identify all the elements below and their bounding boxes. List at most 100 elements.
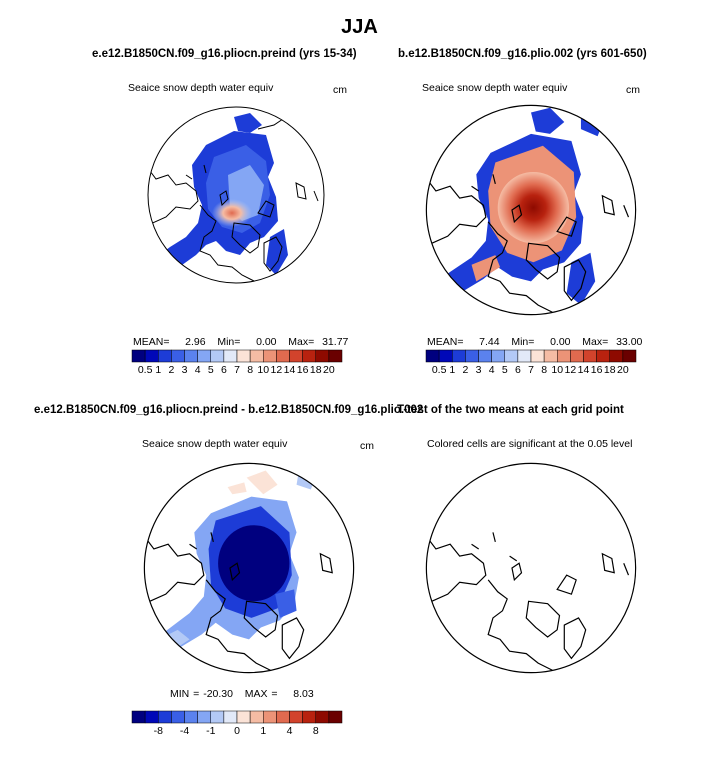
colorbar-box <box>425 349 440 363</box>
colorbar-tick-label: 1 <box>260 725 267 737</box>
colorbar-tick-label: -1 <box>206 725 216 737</box>
min-label-preind: Min= <box>217 336 241 348</box>
colorbar-box <box>249 349 264 363</box>
colorbar-tick-label: 4 <box>194 364 201 376</box>
colorbar-box <box>276 349 290 363</box>
panel-title-diff: e.e12.B1850CN.f09_g16.pliocn.preind - b.… <box>34 404 424 416</box>
max-value-plio: 33.00 <box>616 336 643 348</box>
colorbar-tick-label: -4 <box>179 725 190 737</box>
panel-title-ttest: T-test of the two means at each grid poi… <box>397 404 624 416</box>
colorbar-tick-label: 7 <box>234 364 240 376</box>
colorbar-box <box>249 710 264 724</box>
coastlines-preind <box>148 116 319 282</box>
colorbar-tick-label: 3 <box>181 364 188 376</box>
colorbar-tick-label: 0.5 <box>137 364 153 376</box>
colorbar-box <box>465 349 479 363</box>
colorbar-tick-label: 0.5 <box>431 364 447 376</box>
colorbar-box <box>144 710 159 724</box>
colorbar-box <box>223 349 238 363</box>
colorbar-box <box>131 710 146 724</box>
max-label-plio: Max= <box>582 336 609 348</box>
stats-diff: MIN = -20.30 MAX = 8.03 <box>170 688 314 700</box>
colorbar-preind <box>131 349 343 363</box>
colorbar-tick-label: 16 <box>590 364 603 376</box>
colorbar-box <box>210 710 225 724</box>
min-value-plio: 0.00 <box>550 336 571 348</box>
units-label-diff: cm <box>360 440 374 452</box>
colorbar-tick-label: 18 <box>309 364 322 376</box>
mean-label-plio: MEAN= <box>427 336 464 348</box>
max-label-diff: MAX = <box>244 688 278 700</box>
colorbar-box <box>236 710 251 724</box>
colorbar-box <box>197 349 211 363</box>
coastlines-plio <box>426 174 630 313</box>
colorbar-tick-label: 4 <box>488 364 495 376</box>
colorbar-diff <box>131 710 343 724</box>
colorbar-tick-label: 18 <box>603 364 616 376</box>
colorbar-ticks-plio: 0.5 1 2 3 4 5 6 7 8 10 12 14 16 18 20 <box>426 364 636 378</box>
colorbar-box <box>543 349 558 363</box>
colorbar-box <box>158 710 172 724</box>
colorbar-tick-label: 1 <box>449 364 456 376</box>
colorbar-tick-label: 12 <box>564 364 577 376</box>
stats-plio: MEAN= 7.44 Min= 0.00 Max= 33.00 <box>427 336 642 348</box>
colorbar-box <box>158 349 172 363</box>
panel-title-preind: e.e12.B1850CN.f09_g16.pliocn.preind (yrs… <box>92 48 357 60</box>
colorbar-box <box>263 710 277 724</box>
min-label-plio: Min= <box>511 336 535 348</box>
colorbar-tick-label: 8 <box>312 725 319 737</box>
colorbar-tick-label: 6 <box>220 364 227 376</box>
colorbar-box <box>184 710 198 724</box>
colorbar-box <box>171 710 185 724</box>
colorbar-tick-label: 3 <box>475 364 482 376</box>
colorbar-tick-label: 4 <box>286 725 293 737</box>
field-label-preind: Seaice snow depth water equiv <box>128 82 274 94</box>
colorbar-box <box>452 349 466 363</box>
colorbar-tick-label: 7 <box>528 364 534 376</box>
colorbar-tick-label: 8 <box>541 364 548 376</box>
colorbar-box <box>328 710 343 724</box>
colorbar-tick-label: -8 <box>153 725 163 737</box>
coastlines-ttest <box>426 532 630 671</box>
units-label-plio: cm <box>626 84 640 96</box>
colorbar-plio <box>425 349 637 363</box>
colorbar-box <box>438 349 453 363</box>
colorbar-tick-label: 5 <box>501 364 508 376</box>
colorbar-box <box>504 349 519 363</box>
colorbar-tick-label: 5 <box>207 364 214 376</box>
colorbar-box <box>622 349 637 363</box>
colorbar-tick-label: 10 <box>257 364 270 376</box>
colorbar-box <box>609 349 624 363</box>
figure-title: JJA <box>341 16 378 38</box>
colorbar-box <box>236 349 251 363</box>
coastlines-diff <box>144 532 333 671</box>
colorbar-ticks-diff: -8 -4 -1 0 1 4 8 <box>132 725 342 739</box>
colorbar-box <box>530 349 545 363</box>
colorbar-box <box>289 710 303 724</box>
mean-label-preind: MEAN= <box>133 336 170 348</box>
colorbar-tick-label: 6 <box>514 364 521 376</box>
colorbar-box <box>302 349 316 363</box>
colorbar-box <box>144 349 159 363</box>
polar-map-ttest <box>425 462 637 674</box>
units-label-preind: cm <box>333 84 347 96</box>
colorbar-tick-label: 20 <box>323 364 335 376</box>
max-value-preind: 31.77 <box>322 336 349 348</box>
colorbar-tick-label: 10 <box>551 364 564 376</box>
panel-title-plio: b.e12.B1850CN.f09_g16.plio.002 (yrs 601-… <box>398 48 647 60</box>
colorbar-box <box>289 349 303 363</box>
polar-map-preind <box>147 106 325 284</box>
colorbar-box <box>210 349 225 363</box>
polar-map-diff <box>143 462 355 674</box>
colorbar-box <box>171 349 185 363</box>
colorbar-tick-label: 16 <box>296 364 309 376</box>
colorbar-tick-label: 14 <box>283 364 296 376</box>
field-label-diff: Seaice snow depth water equiv <box>142 438 288 450</box>
max-label-preind: Max= <box>288 336 315 348</box>
colorbar-tick-label: 0 <box>234 725 240 737</box>
colorbar-tick-label: 14 <box>577 364 590 376</box>
colorbar-box <box>263 349 277 363</box>
colorbar-box <box>276 710 290 724</box>
colorbar-tick-label: 2 <box>168 364 175 376</box>
mean-value-preind: 2.96 <box>185 336 206 348</box>
